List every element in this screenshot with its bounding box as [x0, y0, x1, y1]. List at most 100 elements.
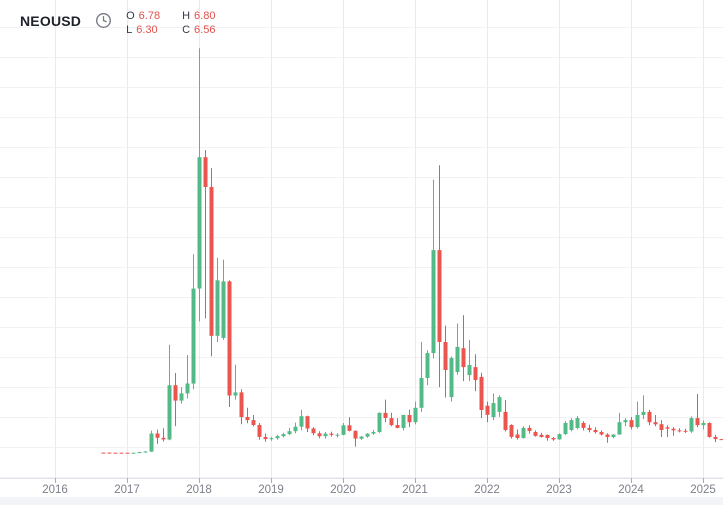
- candle-2019-03[interactable]: [281, 432, 286, 438]
- candle-2020-08[interactable]: [383, 399, 388, 423]
- candle-2017-10[interactable]: [179, 387, 184, 404]
- candle-2016-11[interactable]: [113, 452, 118, 454]
- year-label-2020[interactable]: 2020: [330, 484, 356, 496]
- candle-2023-09[interactable]: [605, 433, 610, 443]
- candle-2019-07[interactable]: [305, 415, 310, 432]
- candle-2020-02[interactable]: [347, 417, 352, 432]
- candle-2024-07[interactable]: [665, 425, 670, 437]
- candle-2024-02[interactable]: [635, 401, 640, 429]
- candle-2021-10[interactable]: [467, 339, 472, 382]
- candle-2022-06[interactable]: [515, 429, 520, 440]
- year-label-2019[interactable]: 2019: [258, 484, 284, 496]
- symbol-name[interactable]: NEOUSD: [20, 13, 82, 29]
- candle-2019-02[interactable]: [275, 434, 280, 440]
- candle-2018-09[interactable]: [245, 407, 250, 424]
- candle-2019-05[interactable]: [293, 422, 298, 434]
- chart-legend[interactable]: NEOUSD O 6.78 H 6.80 L 6.30 C 6.56: [20, 9, 215, 37]
- market-status-clock-icon[interactable]: [95, 9, 112, 34]
- candle-2023-10[interactable]: [611, 434, 616, 439]
- candle-2017-12[interactable]: [191, 254, 196, 390]
- candle-2023-11[interactable]: [617, 412, 622, 435]
- candle-2020-09[interactable]: [389, 412, 394, 427]
- candle-2025-04[interactable]: [719, 439, 723, 441]
- candle-2021-12[interactable]: [479, 372, 484, 419]
- candle-2024-11[interactable]: [689, 416, 694, 433]
- candle-2024-03[interactable]: [641, 395, 646, 420]
- time-axis[interactable]: 2016 2017 2018 2019 2020 2021 2022 2023 2024 2025: [0, 478, 723, 496]
- candle-2021-03[interactable]: [425, 350, 430, 386]
- candle-2023-01[interactable]: [557, 433, 562, 440]
- candle-2024-01[interactable]: [629, 417, 634, 430]
- candle-2022-10[interactable]: [539, 432, 544, 438]
- candle-2017-03[interactable]: [137, 451, 142, 454]
- candle-2019-06[interactable]: [299, 409, 304, 431]
- candle-2025-03[interactable]: [713, 434, 718, 443]
- candle-2023-05[interactable]: [581, 421, 586, 431]
- candle-2022-08[interactable]: [527, 425, 532, 434]
- candle-2022-09[interactable]: [533, 430, 538, 437]
- candle-2016-12[interactable]: [119, 452, 124, 454]
- candle-2017-02[interactable]: [131, 452, 136, 454]
- candle-2024-08[interactable]: [671, 427, 676, 436]
- candle-2017-04[interactable]: [143, 451, 148, 453]
- candle-2017-07[interactable]: [161, 428, 166, 442]
- candle-2019-11[interactable]: [329, 431, 334, 437]
- candle-2024-12[interactable]: [695, 394, 700, 428]
- candle-2023-08[interactable]: [599, 430, 604, 436]
- candle-2018-04[interactable]: [215, 257, 220, 342]
- candle-2020-06[interactable]: [371, 430, 376, 435]
- candle-2021-07[interactable]: [449, 356, 454, 402]
- candle-2018-03[interactable]: [209, 168, 214, 357]
- candle-2024-10[interactable]: [683, 428, 688, 433]
- candle-2022-01[interactable]: [485, 401, 490, 423]
- candle-2023-04[interactable]: [575, 416, 580, 430]
- candle-2017-08[interactable]: [167, 344, 172, 441]
- year-label-2023[interactable]: 2023: [546, 484, 572, 496]
- year-label-2021[interactable]: 2021: [402, 484, 428, 496]
- candle-2019-10[interactable]: [323, 432, 328, 439]
- candle-2018-07[interactable]: [233, 364, 238, 400]
- candle-2023-06[interactable]: [587, 424, 592, 433]
- candle-2021-09[interactable]: [461, 315, 466, 382]
- candle-2020-12[interactable]: [407, 409, 412, 428]
- candle-2020-04[interactable]: [359, 436, 364, 440]
- candle-2018-05[interactable]: [221, 259, 226, 340]
- year-label-2018[interactable]: 2018: [186, 484, 212, 496]
- candle-2018-06[interactable]: [227, 280, 232, 407]
- candle-2018-11[interactable]: [257, 423, 262, 440]
- year-label-2024[interactable]: 2024: [618, 484, 644, 496]
- candle-2022-12[interactable]: [551, 437, 556, 441]
- candle-2019-04[interactable]: [287, 427, 292, 436]
- candle-2019-12[interactable]: [335, 433, 340, 438]
- candle-2019-09[interactable]: [317, 431, 322, 439]
- candle-2024-04[interactable]: [647, 409, 652, 426]
- candle-2022-07[interactable]: [521, 426, 526, 439]
- candle-2023-03[interactable]: [569, 418, 574, 432]
- year-label-2016[interactable]: 2016: [42, 484, 68, 496]
- candle-2020-10[interactable]: [395, 418, 400, 429]
- candle-2018-01[interactable]: [197, 48, 202, 322]
- candle-2017-05[interactable]: [149, 430, 154, 452]
- candle-2018-10[interactable]: [251, 415, 256, 427]
- year-label-2022[interactable]: 2022: [474, 484, 500, 496]
- candle-2021-05[interactable]: [437, 165, 442, 388]
- candle-2018-02[interactable]: [203, 150, 208, 319]
- candle-2020-07[interactable]: [377, 412, 382, 433]
- candle-2022-05[interactable]: [509, 424, 514, 439]
- candle-2021-08[interactable]: [455, 323, 460, 375]
- candle-2024-06[interactable]: [659, 420, 664, 437]
- candle-2024-09[interactable]: [677, 428, 682, 433]
- candle-2021-02[interactable]: [419, 342, 424, 412]
- candle-2021-04[interactable]: [431, 179, 436, 359]
- candle-2021-01[interactable]: [413, 401, 418, 425]
- candle-2025-02[interactable]: [707, 422, 712, 438]
- candle-2016-09[interactable]: [101, 452, 106, 454]
- candle-2017-11[interactable]: [185, 355, 190, 399]
- candle-2022-11[interactable]: [545, 434, 550, 441]
- candle-2017-09[interactable]: [173, 373, 178, 427]
- candle-2023-12[interactable]: [623, 418, 628, 427]
- candle-2022-02[interactable]: [491, 393, 496, 421]
- candle-2021-06[interactable]: [443, 325, 448, 398]
